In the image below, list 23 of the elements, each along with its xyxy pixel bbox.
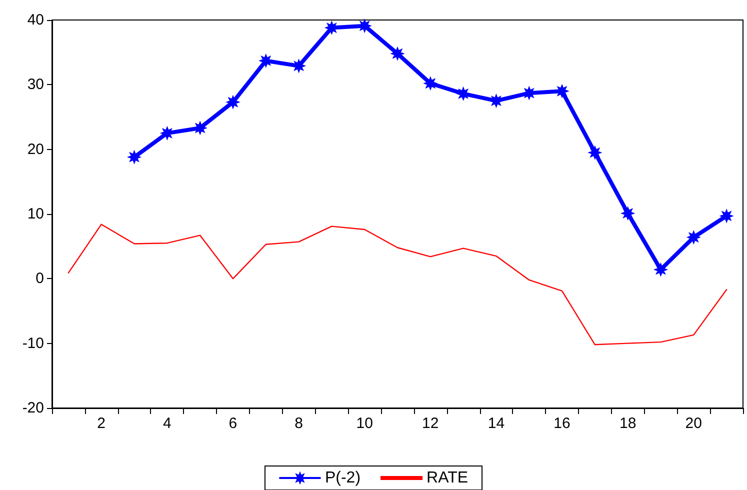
point [260, 55, 272, 66]
y-tick-label: -20 [22, 400, 44, 416]
x-tick-label: 10 [356, 415, 373, 432]
legend-label: P(-2) [324, 470, 361, 486]
y-tick-label: 10 [27, 206, 44, 222]
y-tick-label: -10 [22, 334, 44, 352]
y-tick-label: 40 [27, 12, 44, 28]
line-series [68, 224, 728, 346]
legend-label: RATE [426, 470, 468, 486]
y-tick-label: 0 [36, 270, 44, 288]
point [458, 88, 469, 100]
x-tick-label: 2 [97, 415, 106, 432]
x-tick-label: 4 [162, 415, 172, 432]
y-tick-label: 20 [27, 140, 44, 158]
x-tick-label: 12 [422, 415, 439, 432]
x-tick-label: 14 [488, 415, 505, 432]
y-tick-label: 30 [27, 76, 44, 94]
x-tick-label: 16 [554, 415, 570, 432]
x-tick-label: 6 [228, 415, 238, 432]
x-tick-label: 18 [619, 415, 636, 432]
point [326, 22, 338, 34]
x-tick-label: 8 [294, 415, 303, 432]
x-tick-label: 20 [685, 415, 702, 432]
